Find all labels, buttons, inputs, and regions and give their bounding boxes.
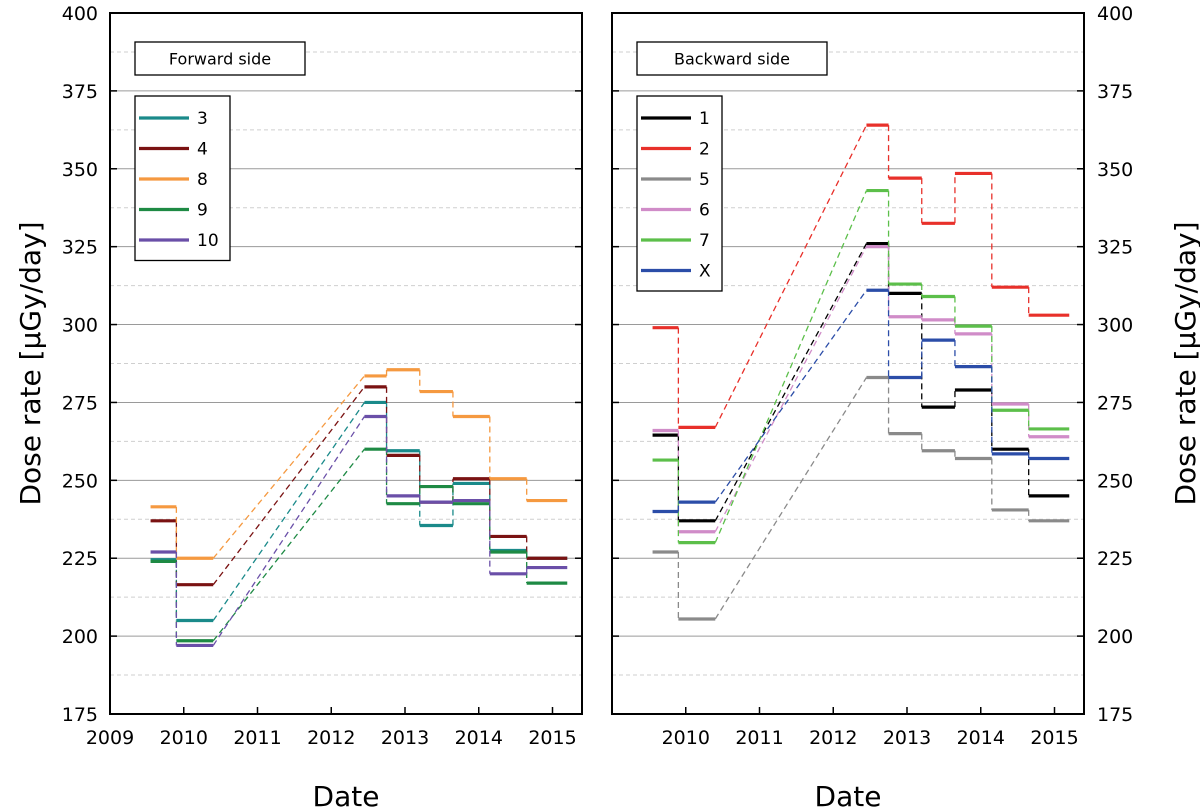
legend-label-8: 8 — [197, 170, 208, 190]
plot-frame — [611, 12, 1085, 715]
y-tick-label: 225 — [62, 548, 98, 570]
y-axis-title: Dose rate [μGy/day] — [14, 221, 47, 505]
legend-label-X: X — [699, 262, 711, 282]
x-axis-title: Date — [313, 780, 380, 809]
y-tick-label: 175 — [62, 704, 98, 726]
y-tick-label: 250 — [1097, 470, 1133, 492]
y-axis-title: Dose rate [μGy/day] — [1169, 221, 1200, 505]
series-X-connector — [714, 289, 867, 503]
legend-label-6: 6 — [699, 201, 710, 221]
legend-label-2: 2 — [699, 140, 710, 160]
x-tick-label: 2013 — [883, 727, 931, 749]
y-tick-label: 275 — [1097, 392, 1133, 414]
y-tick-label: 350 — [1097, 159, 1133, 181]
legend-label-5: 5 — [699, 170, 710, 190]
x-tick-label: 2014 — [957, 727, 1005, 749]
series-5-connector — [714, 377, 867, 620]
x-tick-label: 2011 — [735, 727, 783, 749]
y-tick-label: 400 — [1097, 3, 1133, 25]
series-3-connector — [212, 402, 365, 621]
series-1-connector — [714, 243, 868, 522]
y-tick-label: 175 — [1097, 704, 1133, 726]
series-10-connector — [212, 416, 365, 646]
legend-label-7: 7 — [699, 231, 710, 251]
y-tick-label: 300 — [62, 315, 98, 337]
x-tick-label: 2014 — [455, 727, 503, 749]
x-tick-label: 2012 — [809, 727, 857, 749]
series-6-connector — [714, 246, 868, 533]
legend-label-4: 4 — [197, 140, 208, 160]
series-2-connector — [714, 124, 868, 428]
series-4-connector — [212, 386, 365, 586]
series-9-connector — [212, 448, 365, 642]
legend-label-1: 1 — [699, 109, 710, 129]
y-tick-label: 225 — [1097, 548, 1133, 570]
x-tick-label: 2012 — [307, 727, 355, 749]
y-tick-label: 325 — [62, 237, 98, 259]
y-tick-label: 275 — [62, 392, 98, 414]
x-tick-label: 2013 — [381, 727, 429, 749]
panel-title: Backward side — [674, 50, 790, 69]
y-tick-label: 300 — [1097, 315, 1133, 337]
legend-label-10: 10 — [197, 231, 219, 251]
y-tick-label: 250 — [62, 470, 98, 492]
panel-title-box — [636, 41, 828, 76]
series-8-connector — [212, 375, 365, 559]
y-tick-label: 375 — [1097, 81, 1133, 103]
series-7-connector — [714, 190, 868, 543]
legend-box — [636, 95, 723, 292]
y-tick-label: 350 — [62, 159, 98, 181]
x-tick-label: 2009 — [86, 727, 134, 749]
x-tick-label: 2015 — [528, 727, 576, 749]
y-tick-label: 325 — [1097, 237, 1133, 259]
panel-title-box — [134, 41, 306, 76]
x-tick-label: 2010 — [160, 727, 208, 749]
y-tick-label: 200 — [1097, 626, 1133, 648]
x-axis-title: Date — [815, 780, 882, 809]
y-tick-label: 375 — [62, 81, 98, 103]
x-tick-label: 2010 — [662, 727, 710, 749]
y-tick-label: 200 — [62, 626, 98, 648]
x-tick-label: 2015 — [1030, 727, 1078, 749]
y-tick-label: 400 — [62, 3, 98, 25]
panel-title: Forward side — [169, 50, 271, 69]
legend-label-9: 9 — [197, 201, 208, 221]
plot-frame — [109, 12, 583, 715]
legend-label-3: 3 — [197, 109, 208, 129]
chart-panel-1: 175 200 225 250 275 300 325 350 375 400 2009 2010 20… — [14, 3, 583, 809]
x-tick-label: 2011 — [233, 727, 281, 749]
